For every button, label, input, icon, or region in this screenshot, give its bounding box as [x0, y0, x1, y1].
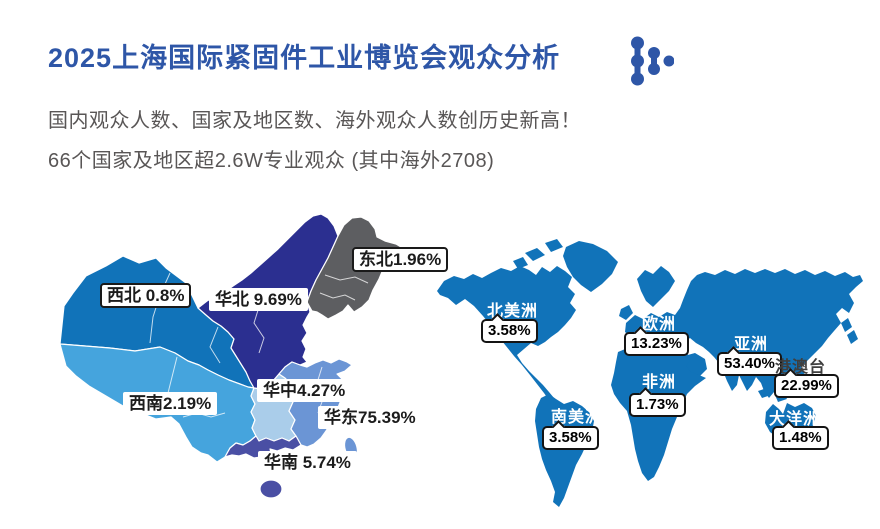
intro-line-2: 66个国家及地区超2.6W专业观众 (其中海外2708)	[48, 150, 495, 172]
world-name-africa: 非洲	[642, 374, 677, 391]
world-value-europe: 13.23%	[624, 332, 689, 356]
china-label-dongbei: 东北1.96%	[352, 247, 449, 272]
world-name-south-america: 南美洲	[551, 409, 603, 426]
china-region-huanan-shape	[224, 435, 302, 464]
world-name-oceania: 大洋洲	[769, 411, 821, 428]
world-japan-shape-1	[841, 318, 852, 332]
world-value-oceania: 1.48%	[772, 426, 829, 450]
world-greenland-shape	[563, 241, 618, 292]
world-arctic-island-2	[545, 239, 563, 252]
china-label-huadong: 华东75.39%	[318, 406, 422, 429]
hainan-island-shape	[259, 479, 283, 499]
world-uk-shape	[619, 305, 633, 320]
world-name-asia: 亚洲	[734, 336, 769, 353]
world-arctic-island-3	[513, 257, 528, 269]
china-label-huazhong: 华中4.27%	[257, 379, 352, 402]
world-scandinavia-shape	[637, 266, 675, 307]
china-label-xibei: 西北 0.8%	[100, 283, 192, 308]
world-value-asia: 53.40%	[717, 352, 782, 376]
world-south-america-shape	[535, 394, 594, 507]
world-japan-shape-2	[847, 330, 858, 344]
china-label-xinan: 西南2.19%	[123, 392, 218, 415]
world-indonesia-shape-1	[758, 388, 771, 398]
world-arctic-island-1	[525, 248, 545, 261]
world-name-europe: 欧洲	[642, 316, 677, 333]
world-value-south-america: 3.58%	[542, 426, 599, 450]
intro-line-1: 国内观众人数、国家及地区数、海外观众人数创历史新高！	[48, 110, 581, 132]
beads-icon	[631, 36, 674, 86]
world-eurasia-shape	[625, 269, 863, 398]
china-label-huabei: 华北 9.69%	[209, 288, 308, 311]
world-value-africa: 1.73%	[629, 393, 686, 417]
page-title: 2025上海国际紧固件工业博览会观众分析	[48, 43, 561, 73]
china-label-huanan: 华南 5.74%	[258, 451, 357, 474]
world-value-hk-macao-tw: 22.99%	[774, 374, 839, 398]
world-value-north-america: 3.58%	[481, 319, 538, 343]
